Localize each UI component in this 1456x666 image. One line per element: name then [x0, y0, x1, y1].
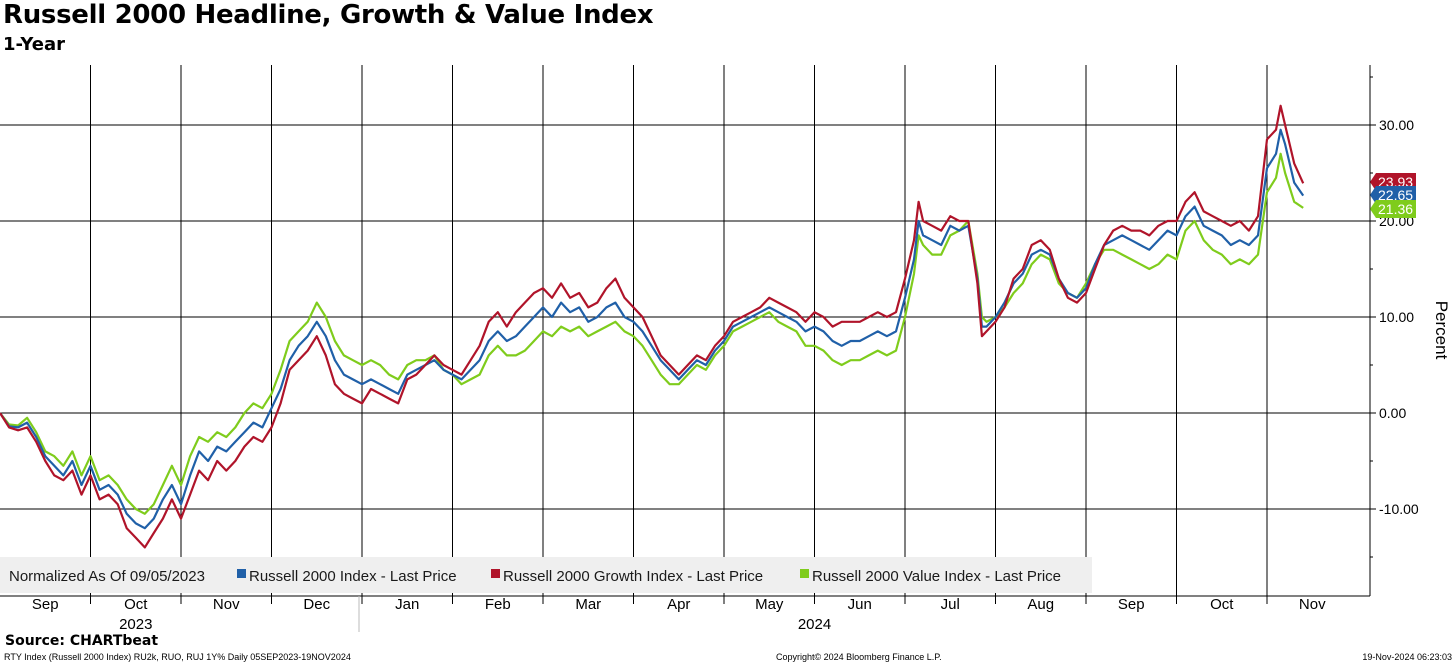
- legend-swatch-value: [800, 569, 809, 578]
- series-line-headline: [0, 128, 1305, 530]
- series-line-growth: [0, 104, 1305, 549]
- badge-shape: [1370, 186, 1416, 204]
- x-month-label: Dec: [303, 596, 330, 613]
- y-axis-label: Percent: [1432, 301, 1451, 360]
- x-month-label: Nov: [213, 596, 240, 613]
- y-tick-label: -10.00: [1379, 501, 1419, 517]
- legend-entry-growth: Russell 2000 Growth Index - Last Price: [503, 568, 763, 585]
- x-month-label: Nov: [1299, 596, 1326, 613]
- legend: Normalized As Of 09/05/2023 Russell 2000…: [0, 557, 1092, 593]
- badge-value: 21.36: [1378, 201, 1413, 217]
- y-tick-label: 30.00: [1379, 117, 1414, 133]
- legend-note: Normalized As Of 09/05/2023: [9, 568, 205, 585]
- x-year-label: 2024: [798, 616, 831, 633]
- last-value-badge-headline: 22.65: [1370, 186, 1416, 204]
- chart-title: Russell 2000 Headline, Growth & Value In…: [3, 0, 654, 30]
- legend-background: [0, 557, 1092, 593]
- x-month-label: Sep: [32, 596, 59, 613]
- last-value-badge-value: 21.36: [1370, 200, 1416, 218]
- chart-subtitle: 1-Year: [3, 34, 65, 55]
- x-month-label: Mar: [575, 596, 601, 613]
- x-month-label: Oct: [1210, 596, 1234, 613]
- legend-swatch-growth: [491, 569, 500, 578]
- badge-shape: [1370, 200, 1416, 218]
- x-month-label: Aug: [1027, 596, 1054, 613]
- x-month-label: Apr: [667, 596, 690, 613]
- x-month-label: Sep: [1118, 596, 1145, 613]
- legend-swatch-headline: [237, 569, 246, 578]
- footer-ticker-info: RTY Index (Russell 2000 Index) RU2k, RUO…: [4, 652, 351, 662]
- x-month-label: Feb: [485, 596, 511, 613]
- y-tick-label: 10.00: [1379, 309, 1414, 325]
- series-lines: [0, 104, 1305, 549]
- x-month-label: Oct: [124, 596, 148, 613]
- x-month-label: Jul: [941, 596, 960, 613]
- source-note: Source: CHARTbeat: [5, 633, 159, 649]
- x-month-label: Jan: [395, 596, 419, 613]
- axes: [0, 65, 1371, 597]
- grid-lines: [0, 65, 1370, 604]
- x-month-label: Jun: [848, 596, 872, 613]
- legend-entry-headline: Russell 2000 Index - Last Price: [249, 568, 457, 585]
- x-axis-ticks: Sep Oct Nov Dec Jan Feb Mar Apr May Jun Jul Aug Sep O…: [32, 596, 1326, 633]
- footer-timestamp: 19-Nov-2024 06:23:03: [1362, 652, 1452, 662]
- legend-entry-value: Russell 2000 Value Index - Last Price: [812, 568, 1061, 585]
- badge-value: 22.65: [1378, 187, 1413, 203]
- x-month-label: May: [755, 596, 784, 613]
- footer-copyright: Copyright© 2024 Bloomberg Finance L.P.: [776, 652, 942, 662]
- x-year-label: 2023: [119, 616, 152, 633]
- y-tick-label: 0.00: [1379, 405, 1406, 421]
